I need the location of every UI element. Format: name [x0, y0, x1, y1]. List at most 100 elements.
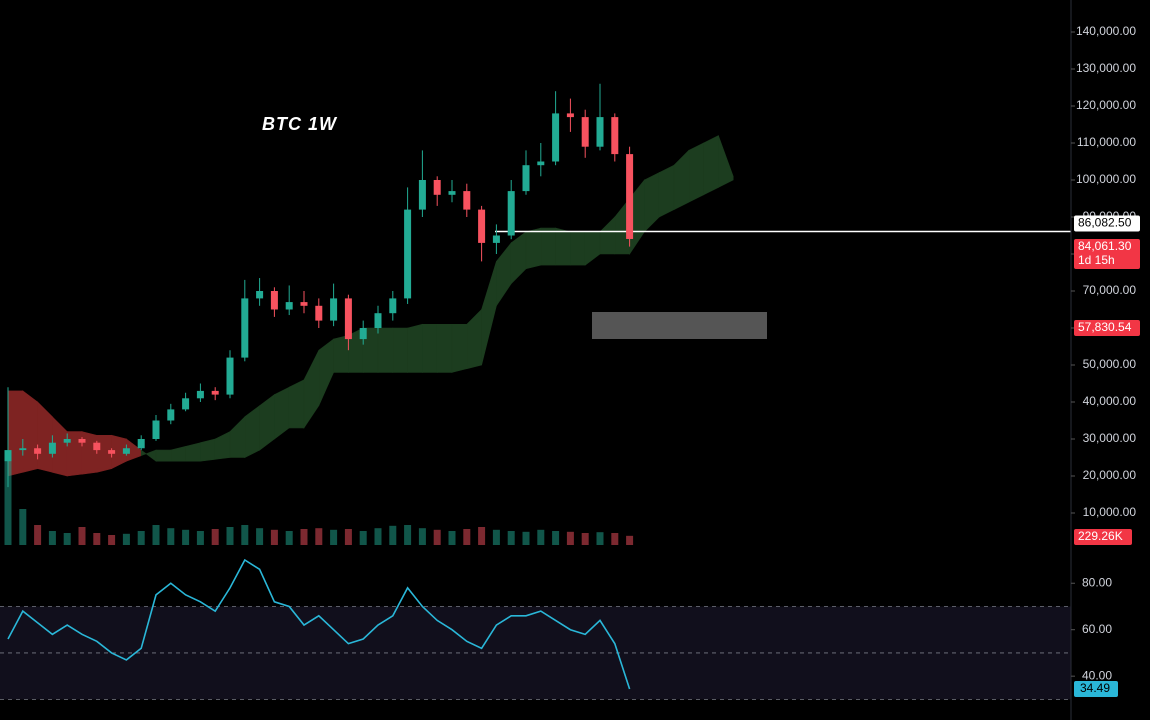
volume-bar	[344, 529, 352, 545]
price-label: 86,082.50	[1078, 216, 1132, 230]
y-tick-label: 50,000.00	[1083, 357, 1137, 371]
volume-bar	[34, 525, 42, 545]
candle-body	[78, 438, 86, 443]
volume-bar	[152, 525, 160, 545]
volume-bar	[256, 528, 264, 545]
cloud-segment	[688, 142, 704, 203]
volume-bar	[19, 509, 27, 545]
y-tick-label: 10,000.00	[1083, 505, 1137, 519]
volume-bar	[93, 533, 101, 545]
volume-bar	[552, 531, 560, 545]
candle-body	[241, 298, 249, 358]
y-tick-label: 40.00	[1082, 668, 1112, 682]
volume-bar	[226, 527, 234, 545]
cloud-segment	[66, 431, 83, 477]
volume-bar	[196, 531, 204, 545]
axis-labels: 10,000.00 20,000.00 30,000.00 40,000.00 50,0…	[1071, 24, 1140, 697]
volume-bar	[108, 535, 116, 545]
candle-body	[34, 448, 42, 454]
volume-bar	[285, 531, 293, 545]
volume-label-box	[1074, 529, 1132, 545]
candle-body	[122, 448, 130, 454]
candle-body	[300, 302, 308, 306]
cloud-segment	[22, 390, 38, 473]
candle-body	[374, 313, 382, 328]
volume-bar	[330, 529, 338, 545]
zone-box	[592, 312, 767, 339]
candle-body	[344, 298, 352, 340]
price-label: 57,830.54	[1078, 320, 1132, 334]
rsi-label-box	[1074, 680, 1118, 697]
candle-body	[463, 191, 471, 210]
volume-bar	[300, 529, 308, 545]
volume-bar	[137, 531, 145, 545]
volume-bar	[78, 527, 86, 545]
volume-bar	[448, 531, 456, 545]
rsi-pane	[0, 558, 1071, 700]
candle-body	[566, 113, 574, 118]
price-label: 84,061.30	[1078, 239, 1132, 253]
y-tick-label: 20,000.00	[1083, 468, 1137, 482]
candle-body	[626, 154, 634, 239]
cloud-segment	[422, 323, 438, 373]
cloud-segment	[392, 327, 408, 373]
candle-body	[4, 450, 12, 462]
cloud-segment	[658, 164, 675, 218]
y-tick-label: 140,000.00	[1076, 24, 1136, 38]
volume-bar	[404, 525, 412, 545]
candle-body	[226, 357, 234, 395]
y-tick-label: 130,000.00	[1076, 61, 1136, 75]
volume-bar	[167, 528, 175, 545]
y-tick-label: 40,000.00	[1083, 394, 1137, 408]
candle-body	[211, 390, 219, 395]
candle-body	[522, 165, 530, 192]
volume-bar	[211, 529, 219, 545]
candle-body	[448, 191, 456, 195]
candle-body	[359, 327, 367, 340]
y-tick-label: 60.00	[1082, 622, 1112, 636]
candle-body	[108, 450, 116, 454]
rsi-line	[7, 558, 631, 690]
volume-bar	[463, 529, 471, 545]
candle-body	[152, 420, 160, 439]
cloud-segment	[555, 227, 571, 266]
candle-body	[182, 398, 190, 410]
candle-body	[433, 180, 441, 195]
chart-title: BTC 1W	[262, 114, 338, 134]
volume-label: 229.26K	[1078, 529, 1123, 543]
cloud-segment	[155, 449, 172, 462]
price-label-box	[1074, 238, 1140, 269]
volume-bar	[581, 533, 589, 545]
volume-bar	[270, 529, 278, 545]
cloud-segment	[377, 327, 394, 373]
candle-body	[93, 442, 101, 451]
volume-bar	[48, 531, 56, 545]
cloud-segment	[200, 438, 216, 462]
cloud-segment	[407, 323, 423, 373]
candle-body	[492, 235, 500, 243]
volume-bar	[492, 529, 500, 545]
price-label-box	[1074, 320, 1140, 337]
candle-body	[507, 191, 515, 236]
candle-body	[552, 113, 560, 162]
price-label-countdown: 1d 15h	[1078, 253, 1115, 267]
candle-body	[256, 290, 264, 299]
candle-body	[537, 161, 545, 166]
cloud-segment	[703, 135, 719, 196]
volume-bar	[596, 532, 604, 545]
volume-bar	[537, 529, 545, 545]
cloud-segment	[525, 227, 542, 270]
rsi-label: 34.49	[1080, 681, 1110, 695]
volume-bar	[63, 533, 71, 545]
volume-bar	[507, 531, 515, 545]
candle-body	[611, 117, 619, 155]
candle-body	[389, 298, 397, 314]
candle-body	[270, 290, 278, 310]
y-tick-label: 120,000.00	[1076, 98, 1136, 112]
price-pane	[4, 83, 1071, 488]
cloud-segment	[451, 323, 468, 373]
candle-body	[48, 442, 56, 454]
volume-bar	[182, 529, 190, 545]
cloud-segment	[718, 135, 734, 188]
